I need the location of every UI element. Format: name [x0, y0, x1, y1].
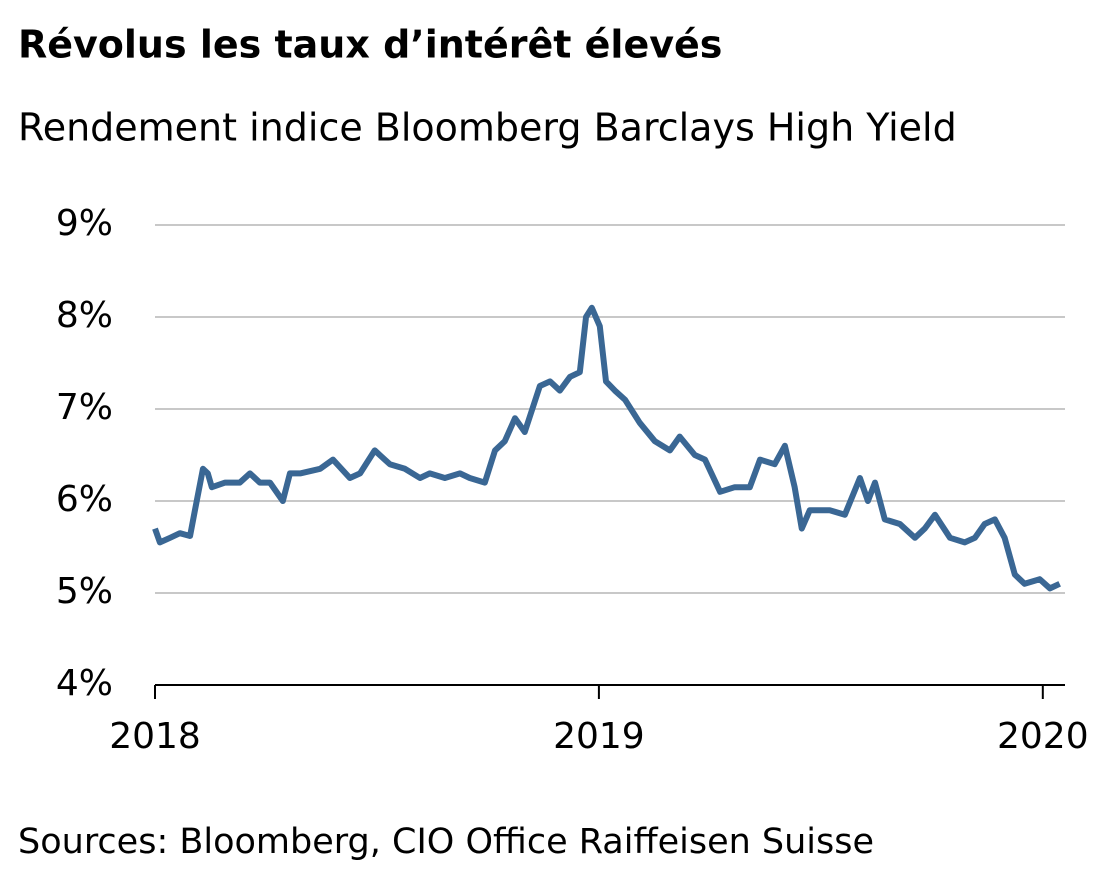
- chart-title: Révolus les taux d’intérêt élevés: [18, 23, 722, 67]
- x-tick-label: 2018: [109, 716, 201, 757]
- source: Sources: Bloomberg, CIO Office Raiffeise…: [18, 822, 874, 862]
- y-tick-label: 5%: [56, 571, 113, 612]
- x-tick-label: 2020: [997, 716, 1089, 757]
- y-tick-label: 8%: [56, 295, 113, 336]
- y-tick-label: 7%: [56, 387, 113, 428]
- x-tick-label: 2019: [553, 716, 645, 757]
- line: [152, 304, 1061, 592]
- y-tick-label: 6%: [56, 479, 113, 520]
- y-tick-label: 9%: [56, 203, 113, 244]
- y-tick-label: 4%: [56, 663, 113, 704]
- chart-subtitle: Rendement indice Bloomberg Barclays High…: [18, 106, 957, 150]
